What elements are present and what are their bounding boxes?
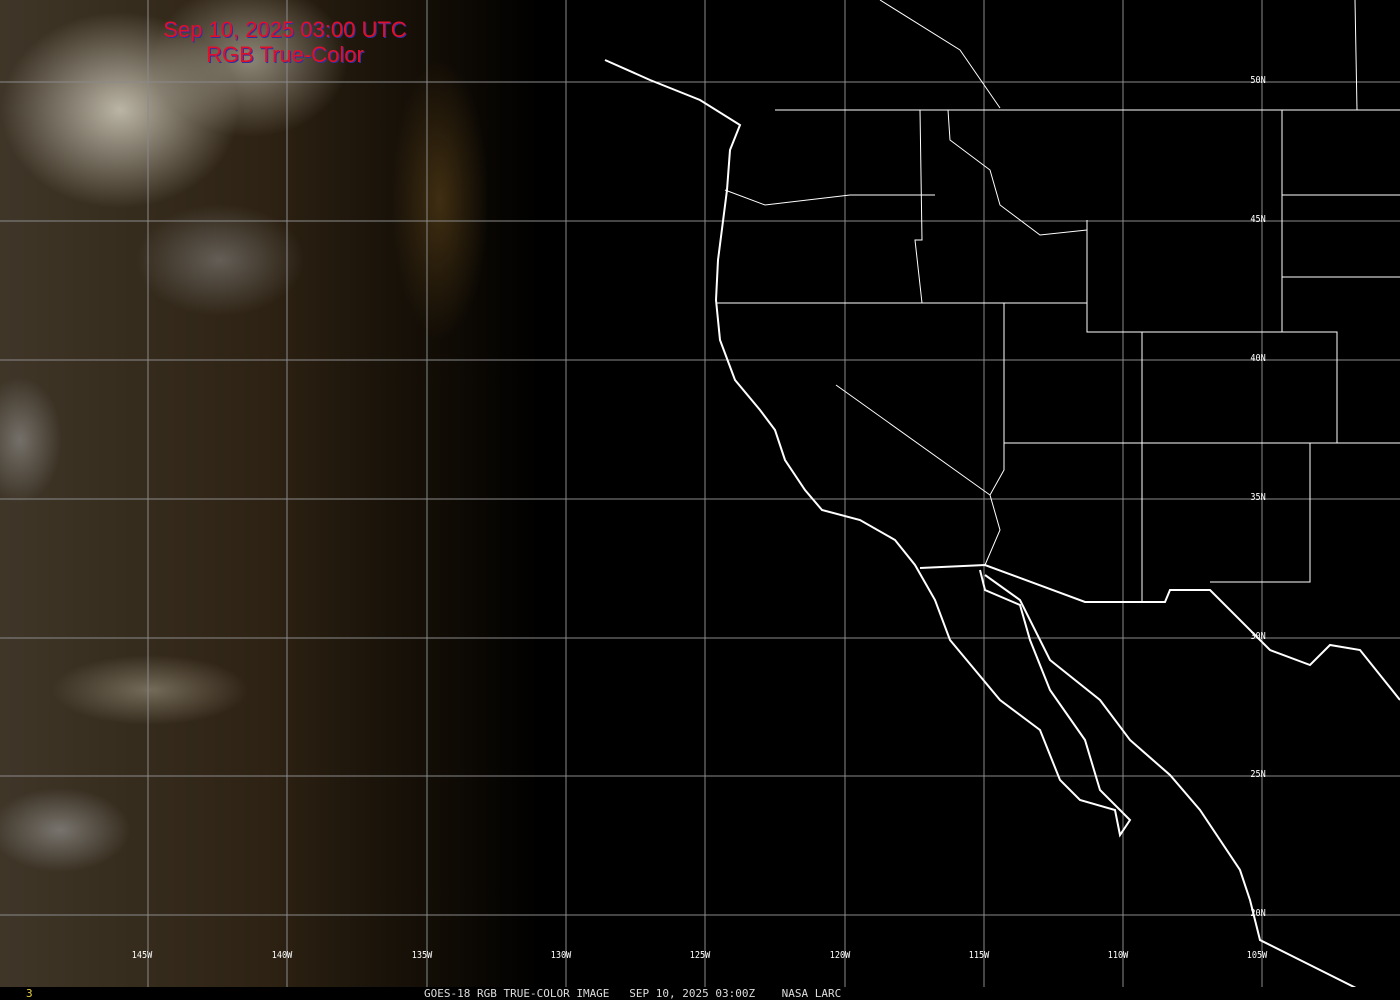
lon-label: 120W	[829, 950, 851, 961]
lon-label: 140W	[271, 950, 293, 961]
lon-label: 125W	[689, 950, 711, 961]
lat-label: 50N	[1250, 75, 1266, 86]
lat-label: 45N	[1250, 214, 1266, 225]
lon-label: 145W	[131, 950, 153, 961]
political-boundaries	[716, 0, 1400, 602]
lon-label: 110W	[1107, 950, 1129, 961]
title-product: RGB True-Color	[206, 42, 364, 67]
state-borders	[1210, 443, 1311, 583]
state-borders	[914, 109, 923, 304]
state-borders	[947, 109, 1088, 236]
lon-label: 115W	[968, 950, 990, 961]
state-borders	[879, 0, 1001, 109]
coastlines	[604, 59, 1400, 987]
lon-label: 105W	[1246, 950, 1268, 961]
state-borders	[1086, 220, 1143, 602]
footer-bar: 3 GOES-18 RGB TRUE-COLOR IMAGE SEP 10, 2…	[0, 987, 1400, 1000]
lat-label: 40N	[1250, 353, 1266, 364]
state-borders	[1354, 0, 1358, 111]
title-datetime: Sep 10, 2025 03:00 UTC	[163, 17, 407, 42]
frame-number: 3	[26, 987, 33, 1000]
image-caption: GOES-18 RGB TRUE-COLOR IMAGE SEP 10, 202…	[424, 987, 842, 1000]
state-borders	[835, 384, 1001, 566]
lat-label: 35N	[1250, 492, 1266, 503]
lon-label: 130W	[550, 950, 572, 961]
state-borders	[1142, 331, 1338, 443]
state-borders	[989, 303, 1005, 496]
mexico-coast	[984, 574, 1357, 987]
state-borders	[724, 189, 935, 206]
us-west-coast	[604, 59, 1132, 838]
lat-label: 25N	[1250, 769, 1266, 780]
lat-label: 20N	[1250, 908, 1266, 919]
cloud-imagery	[0, 0, 540, 987]
us-mexico-border	[919, 563, 1400, 701]
lat-label: 30N	[1250, 631, 1266, 642]
lon-label: 135W	[411, 950, 433, 961]
